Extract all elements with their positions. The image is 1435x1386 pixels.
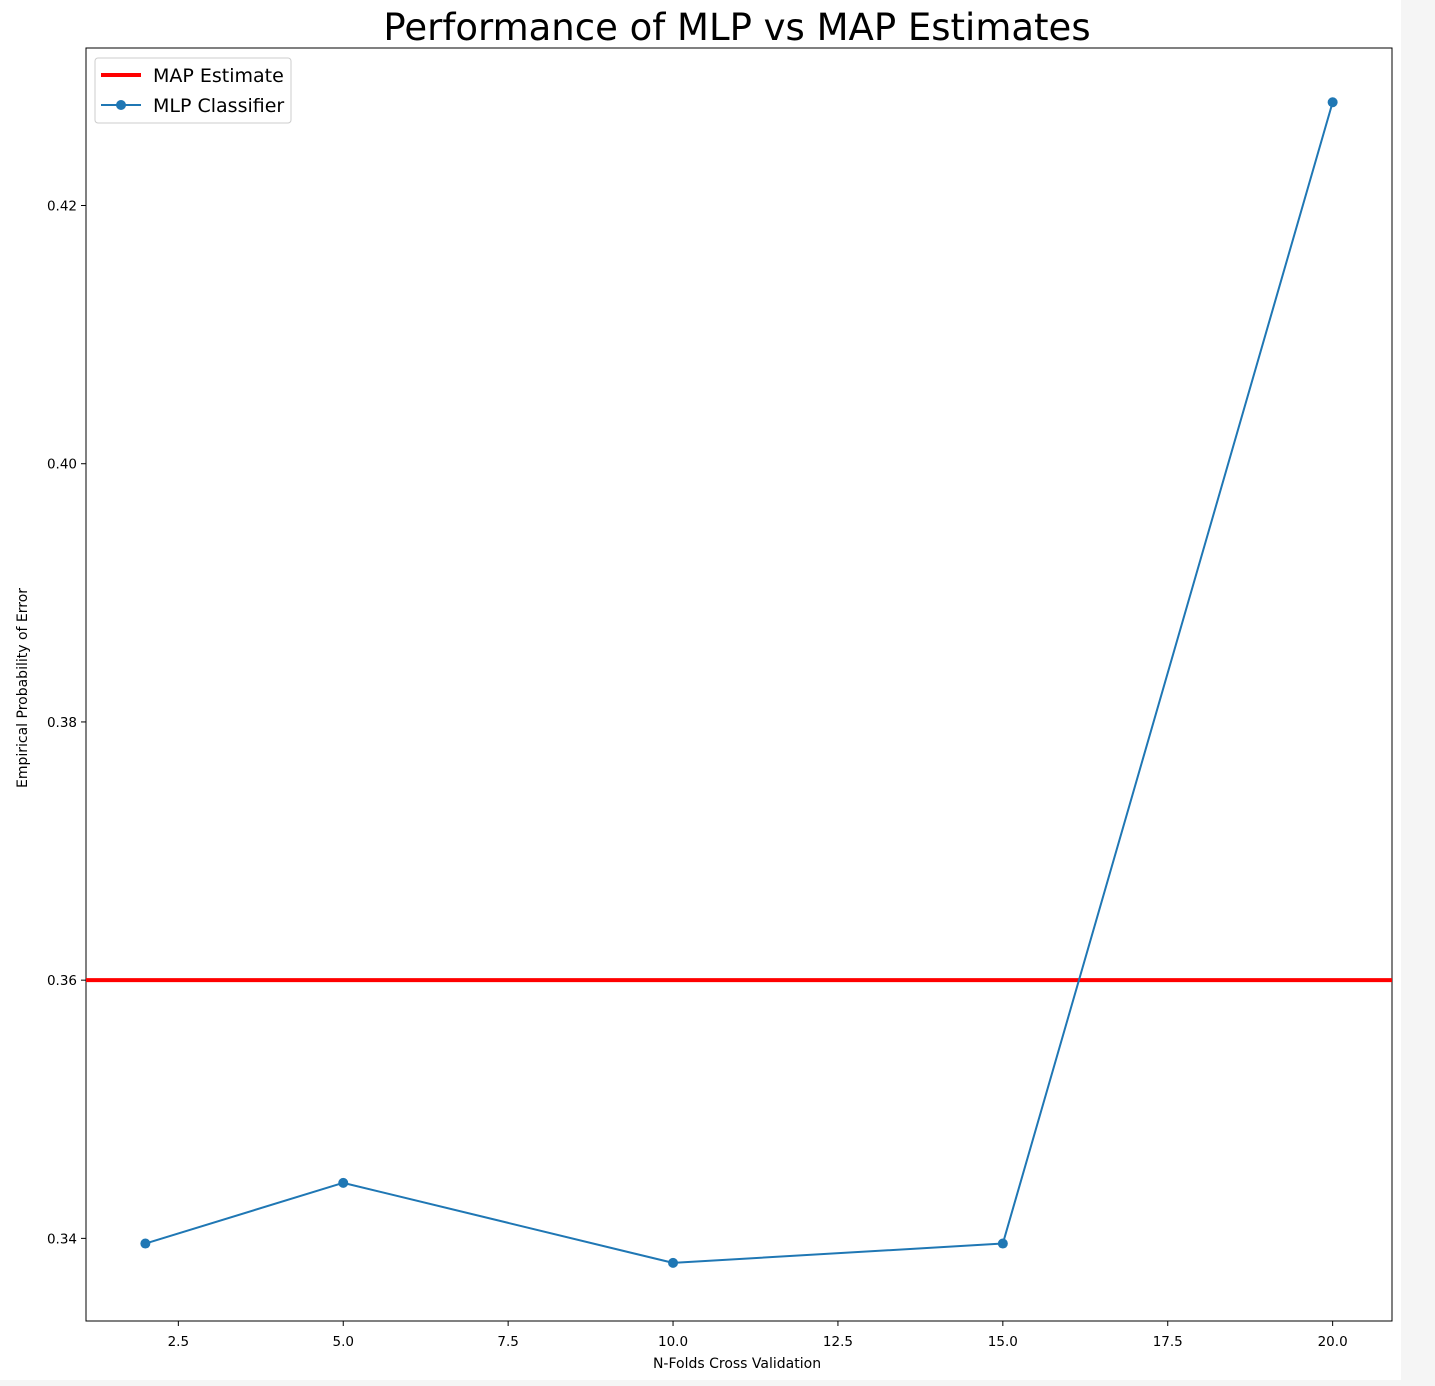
x-axis-ticks: 2.5 5.0 7.5 10.0 12.5 15.0 17.5 20.0	[168, 1321, 1348, 1350]
x-tick-label: 17.5	[1153, 1334, 1183, 1350]
right-margin-strip	[1401, 0, 1435, 1386]
legend-mlp-classifier-marker	[116, 100, 126, 110]
x-tick-label: 12.5	[823, 1334, 853, 1350]
x-tick-label: 2.5	[168, 1334, 189, 1350]
plot-layer	[86, 97, 1392, 1268]
chart-title: Performance of MLP vs MAP Estimates	[383, 6, 1090, 49]
y-tick-label: 0.38	[47, 715, 77, 731]
x-axis-label: N-Folds Cross Validation	[653, 1356, 821, 1372]
x-tick-label: 5.0	[333, 1334, 354, 1350]
bottom-margin-strip	[0, 1380, 1435, 1386]
mlp-classifier-point	[668, 1257, 679, 1268]
mlp-classifier-point	[997, 1238, 1008, 1249]
legend-mlp-classifier-label: MLP Classifier	[153, 95, 284, 117]
x-tick-label: 10.0	[658, 1334, 688, 1350]
legend-map-estimate-label: MAP Estimate	[153, 65, 284, 87]
x-tick-label: 20.0	[1318, 1334, 1348, 1350]
y-axis-label: Empirical Probability of Error	[15, 588, 31, 788]
mlp-classifier-point	[140, 1238, 151, 1249]
x-tick-label: 7.5	[497, 1334, 518, 1350]
mlp-classifier-point	[338, 1177, 349, 1188]
legend-box	[94, 57, 292, 124]
y-axis-ticks: 0.34 0.36 0.38 0.40 0.42	[47, 199, 86, 1247]
x-tick-label: 15.0	[988, 1334, 1018, 1350]
mlp-classifier-point	[1327, 97, 1338, 108]
legend: MAP Estimate MLP Classifier	[94, 57, 292, 124]
y-tick-label: 0.34	[47, 1231, 77, 1247]
y-tick-label: 0.42	[47, 199, 77, 215]
y-tick-label: 0.36	[47, 973, 77, 989]
plot-area-frame	[85, 47, 1393, 1322]
y-tick-label: 0.40	[47, 457, 77, 473]
